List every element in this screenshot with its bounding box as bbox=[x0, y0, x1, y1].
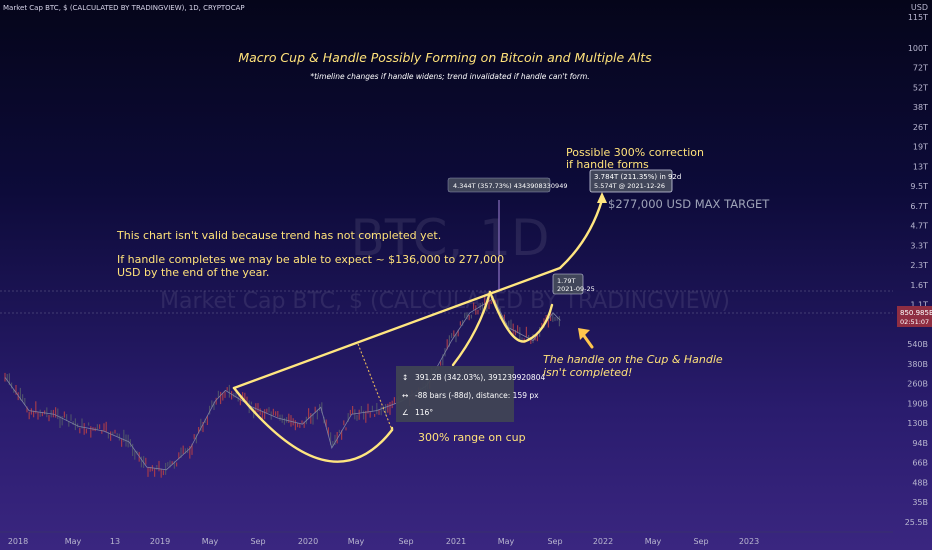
y-tick-label: 4.7T bbox=[910, 222, 928, 231]
x-axis: 2018 May 13 2019 May Sep 2020 May Sep 2021 May Sep 2… bbox=[8, 537, 759, 546]
x-tick-label: May bbox=[498, 537, 515, 546]
measure-tooltip bbox=[396, 366, 514, 422]
chart-title: Macro Cup & Handle Possibly Forming on B… bbox=[238, 50, 652, 65]
note-max-target: $277,000 USD MAX TARGET bbox=[608, 197, 770, 211]
note-cup-range: 300% range on cup bbox=[418, 431, 526, 444]
x-tick-label: Sep bbox=[693, 537, 708, 546]
handle-date-text: 2021-09-25 bbox=[557, 285, 595, 293]
y-tick-label: 72T bbox=[913, 64, 928, 73]
y-tick-label: 25.5B bbox=[905, 518, 928, 527]
price-badge bbox=[897, 306, 932, 327]
handle-value-text: 1.79T bbox=[557, 277, 575, 285]
y-tick-label: 38T bbox=[913, 103, 928, 112]
y-tick-label: 100T bbox=[908, 44, 928, 53]
y-tick-label: 6.7T bbox=[910, 202, 928, 211]
y-tick-label: 19T bbox=[913, 143, 928, 152]
measure-angle-text: 116° bbox=[415, 408, 433, 417]
measure-icon-bars: ↔ bbox=[402, 391, 408, 400]
note-correction-1: Possible 300% correction bbox=[566, 146, 704, 159]
y-tick-label: 1.6T bbox=[910, 281, 928, 290]
note-expectation-2: USD by the end of the year. bbox=[117, 266, 269, 279]
peak-measure-text: 4.344T (357.73%) 4343908330949 bbox=[453, 182, 567, 190]
currency-label: USD bbox=[911, 3, 928, 12]
y-tick-label: 35B bbox=[912, 498, 928, 507]
y-tick-label: 260B bbox=[907, 380, 928, 389]
x-tick-label: 2020 bbox=[298, 537, 318, 546]
y-tick-label: 380B bbox=[907, 360, 928, 369]
handle-marker-icon bbox=[578, 328, 594, 349]
y-axis: 100T 72T 52T 38T 26T 19T 13T 9.5T 6.7T 4.7T 3.3T 2.… bbox=[905, 13, 928, 527]
watermark-symbol: BTC, 1D bbox=[351, 209, 550, 267]
chart-header: Market Cap BTC, $ (CALCULATED BY TRADING… bbox=[3, 4, 245, 12]
x-tick-label: Sep bbox=[547, 537, 562, 546]
x-tick-label: May bbox=[202, 537, 219, 546]
x-tick-label: 2023 bbox=[739, 537, 759, 546]
x-tick-label: May bbox=[65, 537, 82, 546]
x-tick-label: 13 bbox=[110, 537, 120, 546]
y-tick-label: 190B bbox=[907, 399, 928, 408]
note-correction-2: if handle forms bbox=[566, 158, 649, 171]
x-tick-label: 2018 bbox=[8, 537, 28, 546]
cup-handle-drawing bbox=[232, 198, 604, 463]
price-badge-countdown: 02:51:07 bbox=[900, 318, 929, 326]
projection-box bbox=[589, 169, 673, 193]
measure-price-text: 391.2B (342.03%), 391239920804 bbox=[415, 373, 545, 382]
y-tick-label: 540B bbox=[907, 340, 928, 349]
x-tick-label: Sep bbox=[250, 537, 265, 546]
y-tick-label: 2.3T bbox=[910, 261, 928, 270]
rim-trendline bbox=[232, 266, 562, 390]
x-tick-label: 2019 bbox=[150, 537, 170, 546]
handle-value-box bbox=[552, 273, 584, 295]
x-tick-label: May bbox=[348, 537, 365, 546]
x-tick-label: May bbox=[645, 537, 662, 546]
projection-arrow-head bbox=[597, 192, 607, 203]
note-handle-1: The handle on the Cup & Handle bbox=[543, 353, 723, 366]
projection-text-2: 5.574T @ 2021-12-26 bbox=[594, 182, 665, 190]
x-tick-label: 2022 bbox=[593, 537, 613, 546]
handle-curve bbox=[488, 290, 554, 343]
y-tick-label: 13T bbox=[913, 162, 928, 171]
measure-icon-angle: ∠ bbox=[402, 408, 409, 417]
note-expectation-1: If handle completes we may be able to ex… bbox=[117, 253, 504, 266]
projection-text-1: 3.784T (211.35%) in 92d bbox=[594, 173, 681, 181]
y-tick-label: 115T bbox=[908, 13, 928, 22]
peak-measure-box bbox=[447, 177, 551, 193]
x-tick-label: Sep bbox=[398, 537, 413, 546]
price-badge-value: 850.985B bbox=[900, 309, 932, 317]
y-tick-label: 26T bbox=[913, 123, 928, 132]
note-validity: This chart isn't valid because trend has… bbox=[116, 229, 441, 242]
y-tick-label: 94B bbox=[912, 439, 928, 448]
y-tick-label: 66B bbox=[912, 459, 928, 468]
y-tick-label: 130B bbox=[907, 419, 928, 428]
y-tick-label: 9.5T bbox=[910, 182, 928, 191]
chart-subtitle: *timeline changes if handle widens; tren… bbox=[310, 72, 589, 81]
cup-right-wall bbox=[451, 290, 492, 367]
note-handle-2: isn't completed! bbox=[543, 366, 632, 379]
measure-icon-price: ↕ bbox=[402, 373, 408, 382]
y-tick-label: 1.1T bbox=[910, 301, 928, 310]
cup-range-measure bbox=[357, 343, 393, 431]
measure-bars-text: -88 bars (-88d), distance: 159 px bbox=[415, 391, 539, 400]
projection-curve bbox=[558, 198, 604, 270]
cup-curve bbox=[232, 386, 394, 463]
y-tick-label: 3.3T bbox=[910, 241, 928, 250]
y-tick-label: 48B bbox=[912, 478, 928, 487]
y-tick-label: 52T bbox=[913, 83, 928, 92]
x-tick-label: 2021 bbox=[446, 537, 466, 546]
